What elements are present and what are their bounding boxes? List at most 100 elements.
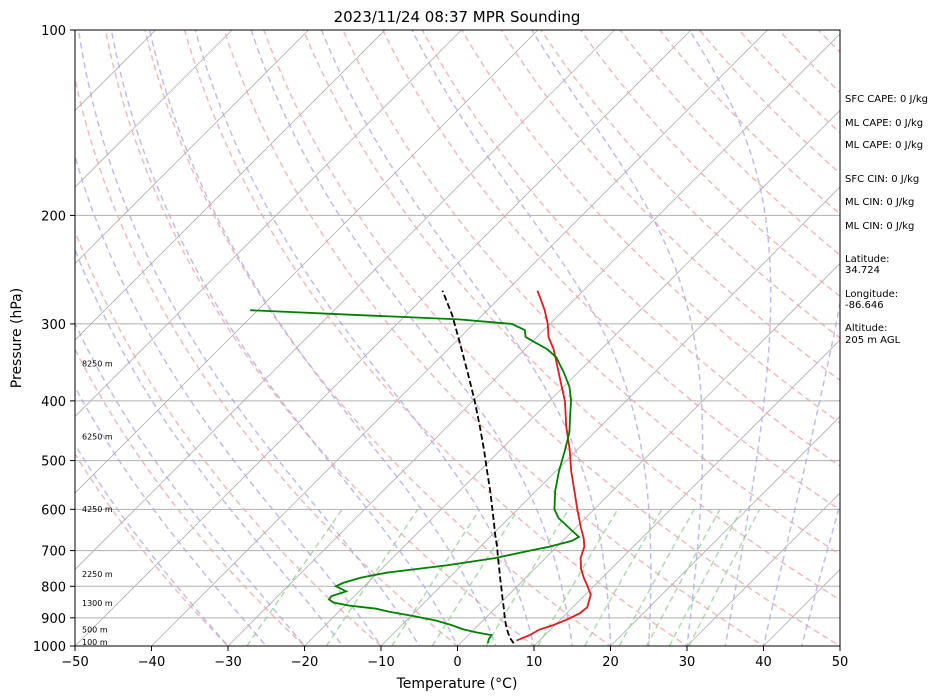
mixing-ratio-line bbox=[668, 508, 742, 646]
mixing-ratio-line bbox=[485, 508, 570, 646]
y-tick-label: 500 bbox=[41, 455, 66, 470]
moist-adiabat bbox=[801, 502, 840, 646]
isotherm-line bbox=[456, 262, 840, 646]
y-tick-label: 200 bbox=[41, 209, 66, 224]
isotherm-line bbox=[75, 30, 616, 571]
isotherm-line bbox=[227, 33, 840, 646]
chart-title: 2023/11/24 08:37 MPR Sounding bbox=[334, 8, 581, 26]
mixing-ratio-line bbox=[645, 508, 721, 646]
mixing-ratio-line bbox=[391, 508, 481, 646]
moist-adiabat bbox=[75, 443, 230, 646]
y-tick-label: 300 bbox=[41, 318, 66, 333]
isotherm-line bbox=[75, 30, 692, 646]
dry-adiabat bbox=[75, 229, 383, 646]
sounding-parameter-text: 205 m AGL bbox=[845, 335, 901, 346]
x-tick-label: 20 bbox=[602, 655, 619, 670]
height-label: 4250 m bbox=[82, 505, 113, 514]
mixing-ratio-line bbox=[688, 508, 761, 646]
moist-adiabat bbox=[75, 321, 306, 646]
moist-adiabat bbox=[194, 30, 535, 646]
mixing-ratio-line bbox=[618, 508, 695, 646]
series-group bbox=[250, 290, 592, 644]
moist-adiabat bbox=[688, 30, 772, 646]
moist-adiabat bbox=[75, 247, 344, 646]
sounding-parameter-text: SFC CIN: 0 J/kg bbox=[845, 174, 919, 185]
x-tick-label: −10 bbox=[367, 655, 394, 670]
dry-adiabat bbox=[460, 30, 840, 424]
moist-adiabat bbox=[77, 30, 421, 646]
x-tick-label: 40 bbox=[755, 655, 772, 670]
sounding-parameter-text: ML CAPE: 0 J/kg bbox=[845, 118, 923, 129]
dry-adiabat bbox=[540, 30, 840, 339]
dry-adiabat bbox=[183, 30, 689, 646]
x-axis-label: Temperature (°C) bbox=[396, 676, 518, 692]
x-tick-label: −20 bbox=[291, 655, 318, 670]
sounding-parameter-text: Longitude: bbox=[845, 289, 898, 300]
moist-adiabat bbox=[75, 385, 268, 646]
dry-adiabat bbox=[104, 30, 536, 646]
sounding-parameter-text: -86.646 bbox=[845, 300, 884, 311]
sounding-parameter-text: ML CIN: 0 J/kg bbox=[845, 197, 914, 208]
sounding-parameter-text: ML CAPE: 0 J/kg bbox=[845, 140, 923, 151]
mixing-ratio-line bbox=[584, 508, 663, 646]
isotherm-line bbox=[75, 30, 310, 265]
isotherm-line bbox=[380, 186, 840, 646]
dry-adiabat bbox=[75, 452, 230, 646]
height-label: 100 m bbox=[82, 638, 108, 647]
x-axis: −50 −40 −30 −20 −10 0 10 20 30 40 50 bbox=[61, 646, 848, 670]
isotherm-line bbox=[686, 492, 840, 646]
moist-adiabat bbox=[250, 30, 574, 646]
height-labels: 100 m 500 m 1300 m 2250 m 4250 m 6250 m 8250 m bbox=[82, 359, 113, 647]
y-tick-label: 400 bbox=[41, 395, 66, 410]
parcel-profile bbox=[441, 290, 515, 644]
sounding-parameter-text: 34.724 bbox=[845, 265, 880, 276]
dry-adiabat bbox=[263, 30, 840, 646]
height-label: 8250 m bbox=[82, 359, 113, 368]
isotherm-line bbox=[75, 30, 463, 418]
y-tick-label: 700 bbox=[41, 545, 66, 560]
x-tick-label: −40 bbox=[138, 655, 165, 670]
sounding-parameters: SFC CAPE: 0 J/kg ML CAPE: 0 J/kg ML CAPE: … bbox=[845, 94, 928, 346]
dry-adiabat bbox=[500, 30, 840, 382]
moist-adiabat bbox=[320, 30, 612, 646]
dry-adiabat bbox=[144, 30, 612, 646]
background-grid bbox=[75, 30, 840, 646]
y-tick-label: 800 bbox=[41, 580, 66, 595]
x-tick-label: −50 bbox=[61, 655, 88, 670]
sounding-parameter-text: Altitude: bbox=[845, 323, 887, 334]
height-label: 2250 m bbox=[82, 570, 113, 579]
x-tick-label: 0 bbox=[453, 655, 461, 670]
height-label: 500 m bbox=[82, 626, 108, 635]
dry-adiabat bbox=[223, 30, 765, 646]
plot-frame bbox=[74, 29, 841, 647]
moist-adiabat bbox=[148, 30, 497, 646]
isotherm-line bbox=[533, 339, 840, 646]
mixing-ratio-line bbox=[431, 508, 519, 646]
sounding-parameter-text: Latitude: bbox=[845, 254, 890, 265]
height-label: 6250 m bbox=[82, 433, 113, 442]
isotherm-line bbox=[75, 30, 233, 188]
isotherm-line bbox=[75, 30, 157, 112]
height-label: 1300 m bbox=[82, 599, 113, 608]
moist-adiabat bbox=[411, 30, 652, 646]
isotherm-line bbox=[609, 415, 840, 646]
isotherm-line bbox=[75, 30, 386, 341]
moist-adiabat bbox=[530, 30, 704, 646]
moist-adiabat bbox=[75, 153, 382, 646]
y-axis: 1000 900 800 700 600 500 400 300 200 100 bbox=[33, 24, 75, 655]
x-tick-label: 50 bbox=[832, 655, 849, 670]
sounding-parameter-text: ML CIN: 0 J/kg bbox=[845, 221, 914, 232]
y-tick-label: 600 bbox=[41, 503, 66, 518]
isotherm-line bbox=[75, 30, 539, 494]
x-tick-label: −30 bbox=[214, 655, 241, 670]
y-tick-label: 1000 bbox=[33, 640, 66, 655]
dry-adiabat bbox=[75, 347, 306, 646]
x-tick-label: 30 bbox=[679, 655, 696, 670]
mixing-ratio-line bbox=[246, 508, 343, 646]
y-tick-label: 900 bbox=[41, 612, 66, 627]
isotherm-line bbox=[303, 109, 840, 646]
isotherm-line bbox=[150, 30, 769, 646]
moist-adiabat bbox=[762, 299, 840, 646]
temperature-profile bbox=[516, 290, 592, 642]
